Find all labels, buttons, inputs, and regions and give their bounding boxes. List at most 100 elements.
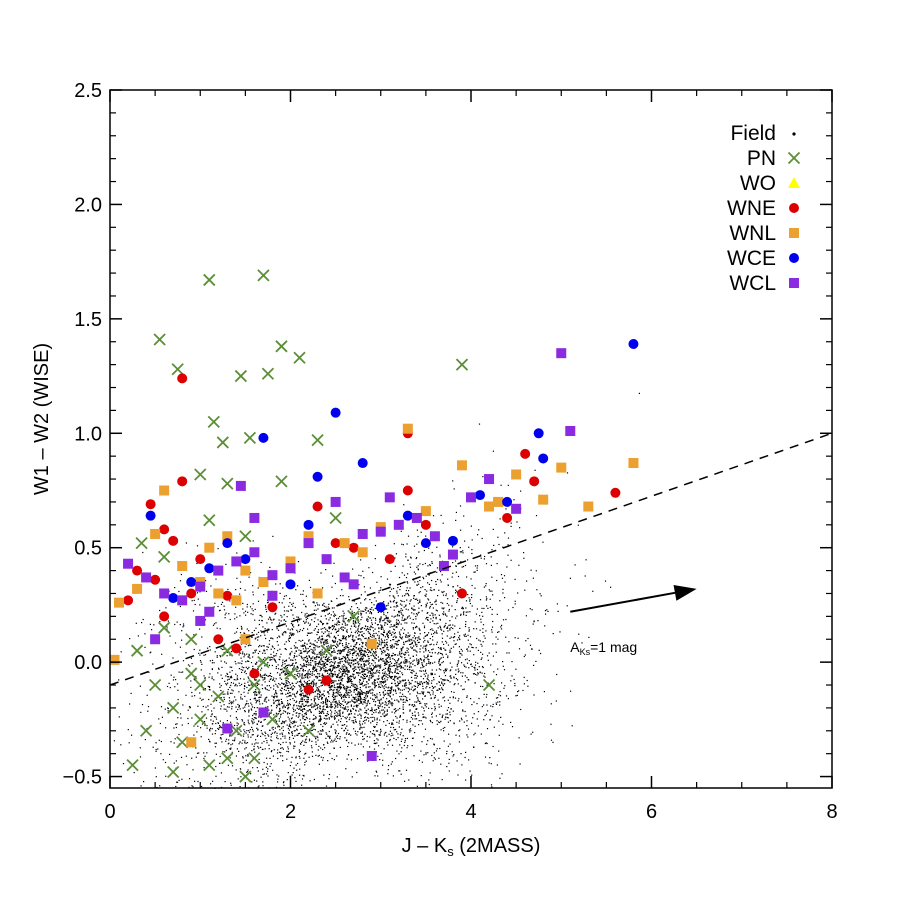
field-point <box>270 736 272 738</box>
field-point <box>255 679 257 681</box>
field-point <box>181 639 183 641</box>
field-point <box>392 694 394 696</box>
field-point <box>399 692 401 694</box>
field-point <box>390 671 392 673</box>
field-point <box>287 628 289 630</box>
field-point <box>417 641 419 644</box>
field-point <box>380 642 382 644</box>
field-point <box>346 732 348 734</box>
field-point <box>425 593 427 595</box>
field-point <box>394 632 396 634</box>
field-point <box>223 651 225 654</box>
field-point <box>325 722 328 724</box>
field-point <box>427 674 429 676</box>
field-point <box>305 617 307 619</box>
field-point <box>319 705 321 707</box>
field-point <box>387 604 389 606</box>
field-point <box>268 709 270 711</box>
field-point <box>295 780 297 782</box>
field-point <box>264 657 266 659</box>
field-point <box>157 748 159 750</box>
field-point <box>411 672 413 674</box>
field-point <box>485 585 487 587</box>
field-point <box>339 736 341 738</box>
field-point <box>382 658 384 660</box>
field-point <box>337 630 339 632</box>
field-point <box>304 713 306 715</box>
field-point <box>325 699 327 701</box>
field-point <box>348 619 350 621</box>
field-point <box>358 692 360 694</box>
field-point <box>376 669 378 671</box>
field-point <box>481 537 483 540</box>
field-point <box>216 700 218 702</box>
field-point <box>341 727 343 729</box>
field-point <box>253 707 256 709</box>
field-point <box>385 616 388 618</box>
field-point <box>289 704 291 706</box>
field-point <box>239 786 241 788</box>
field-point <box>380 627 382 629</box>
field-point <box>430 587 432 589</box>
field-point <box>251 734 253 736</box>
field-point <box>219 609 221 611</box>
field-point <box>415 637 417 639</box>
field-point <box>359 694 361 696</box>
field-point <box>240 657 242 659</box>
field-point <box>315 754 317 756</box>
field-point <box>547 610 549 612</box>
field-point <box>200 661 202 663</box>
field-point <box>256 636 258 638</box>
field-point <box>199 660 202 662</box>
field-point <box>434 631 436 633</box>
field-point <box>383 672 385 674</box>
field-point <box>359 713 361 715</box>
field-point <box>358 663 360 665</box>
field-point <box>471 646 473 648</box>
field-point <box>288 706 290 708</box>
field-point <box>238 652 241 654</box>
field-point <box>279 709 281 711</box>
field-point <box>409 587 411 589</box>
field-point <box>376 738 378 740</box>
field-point <box>341 673 343 675</box>
field-point <box>316 641 318 643</box>
field-point <box>445 614 447 616</box>
field-point <box>388 733 390 735</box>
field-point <box>402 735 404 737</box>
field-point <box>244 632 246 635</box>
field-point <box>354 730 356 732</box>
field-point <box>491 626 494 628</box>
field-point <box>362 754 364 756</box>
field-point <box>446 627 448 629</box>
field-point <box>267 662 269 664</box>
field-point <box>396 644 398 646</box>
field-point <box>351 680 353 683</box>
field-point <box>212 780 214 782</box>
field-point <box>542 541 544 543</box>
field-point <box>239 662 241 664</box>
field-point <box>247 668 249 670</box>
field-point <box>370 672 372 674</box>
field-point <box>403 680 405 682</box>
field-point <box>383 631 386 633</box>
field-point <box>368 632 370 634</box>
field-point <box>344 675 346 677</box>
field-point <box>465 751 467 753</box>
field-point <box>394 671 396 673</box>
field-point <box>390 570 392 572</box>
field-point <box>289 723 291 725</box>
field-point <box>440 628 442 630</box>
field-point <box>270 653 272 655</box>
field-point <box>439 618 441 620</box>
field-point <box>397 587 399 589</box>
field-point <box>317 673 319 675</box>
field-point <box>451 666 453 668</box>
field-point <box>364 700 366 702</box>
field-point <box>450 677 452 679</box>
field-point <box>245 759 247 761</box>
field-point <box>380 703 382 705</box>
field-point <box>369 617 371 619</box>
field-point <box>418 683 420 685</box>
field-point <box>343 708 345 710</box>
